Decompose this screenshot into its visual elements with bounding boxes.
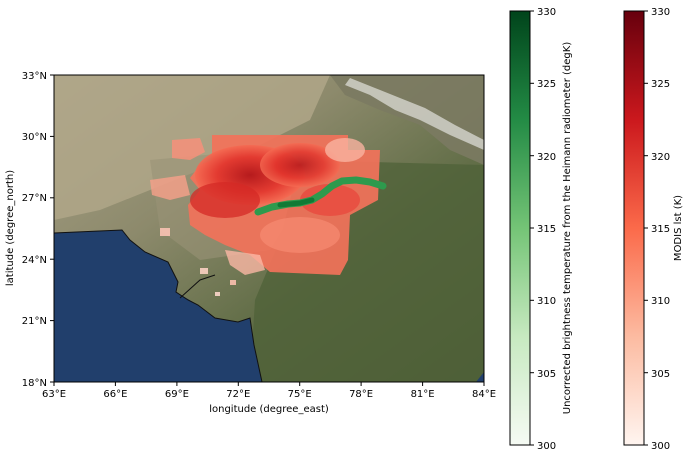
x-tick-label: 81°E — [411, 389, 435, 400]
y-tick-label: 24°N — [22, 255, 47, 266]
map-panel — [54, 75, 484, 382]
colorbar-green-tick: 300 — [537, 441, 556, 452]
mountain-range — [330, 75, 484, 165]
colorbar-red: 330 325 320 315 310 305 300 MODIS lst (K… — [623, 7, 684, 452]
colorbar-green: 330 325 320 315 310 305 300 Uncorrected … — [509, 7, 573, 452]
colorbar-red-tick: 310 — [651, 296, 670, 307]
x-tick-label: 63°E — [42, 389, 66, 400]
y-axis: 33°N 30°N 27°N 24°N 21°N 18°N latitude (… — [5, 71, 54, 389]
colorbar-red-tick: 325 — [651, 79, 670, 90]
colorbar-green-tick: 310 — [537, 296, 556, 307]
x-tick-label: 72°E — [226, 389, 250, 400]
x-axis: 63°E 66°E 69°E 72°E 75°E 78°E 81°E 84°E … — [42, 382, 496, 415]
y-tick-label: 30°N — [22, 132, 47, 143]
colorbar-red-label: MODIS lst (K) — [673, 195, 684, 261]
heimann-flight-track-core — [277, 197, 315, 208]
colorbar-red-tick: 320 — [651, 152, 670, 163]
x-tick-label: 78°E — [349, 389, 373, 400]
x-tick-label: 84°E — [472, 389, 496, 400]
colorbar-green-tick: 320 — [537, 152, 556, 163]
x-axis-label: longitude (degree_east) — [209, 404, 329, 415]
ocean-bottom-right — [476, 372, 484, 382]
colorbar-green-gradient — [509, 10, 531, 446]
colorbar-red-tick: 300 — [651, 441, 670, 452]
colorbar-green-tick: 325 — [537, 79, 556, 90]
colorbar-red-gradient — [623, 10, 645, 446]
y-tick-label: 33°N — [22, 71, 47, 82]
colorbar-red-tick: 330 — [651, 7, 670, 18]
y-axis-label: latitude (degree_north) — [5, 170, 16, 286]
map-frame — [53, 74, 485, 383]
colorbar-green-tick: 305 — [537, 369, 556, 380]
x-tick-label: 75°E — [288, 389, 312, 400]
snow-cover — [345, 78, 484, 150]
border-line — [179, 274, 216, 299]
y-tick-label: 18°N — [22, 378, 47, 389]
x-tick-label: 69°E — [165, 389, 189, 400]
y-tick-label: 21°N — [22, 316, 47, 327]
colorbar-red-tick: 305 — [651, 369, 670, 380]
colorbar-green-tick: 330 — [537, 7, 556, 18]
colorbar-green-tick: 315 — [537, 224, 556, 235]
y-tick-label: 27°N — [22, 193, 47, 204]
colorbar-green-label: Uncorrected brightness temperature from … — [562, 42, 573, 415]
x-tick-label: 66°E — [103, 389, 127, 400]
colorbar-red-tick: 315 — [651, 224, 670, 235]
ocean — [54, 230, 262, 382]
